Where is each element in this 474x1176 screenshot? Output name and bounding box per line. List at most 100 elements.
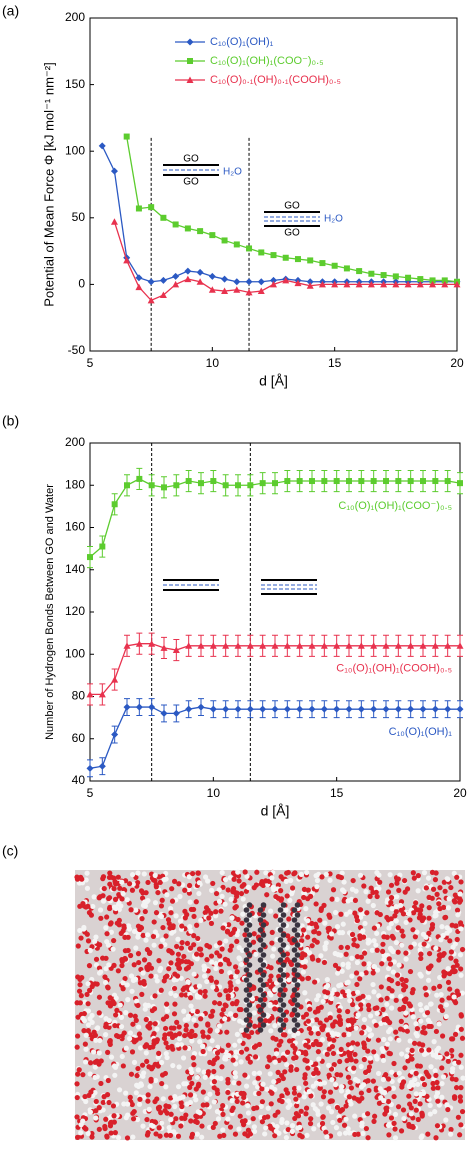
atom [160, 1096, 166, 1102]
atom [272, 1112, 278, 1118]
atom [227, 986, 234, 993]
atom [309, 920, 315, 926]
atom [236, 1126, 242, 1132]
marker [345, 705, 353, 713]
atom [232, 1042, 238, 1048]
atom [200, 1033, 207, 1039]
marker [222, 482, 229, 489]
series-line [101, 145, 457, 283]
marker [111, 501, 118, 508]
atom [448, 1131, 454, 1137]
atom [115, 968, 121, 974]
atom [417, 1101, 423, 1107]
marker [245, 288, 253, 296]
atom [119, 879, 125, 885]
atom [137, 1045, 144, 1051]
atom [460, 1075, 466, 1081]
atom [341, 1122, 348, 1128]
carbon-atom [277, 957, 284, 963]
atom [448, 1126, 454, 1133]
atom [267, 908, 274, 914]
atom [232, 1074, 239, 1080]
marker [383, 478, 389, 485]
atom [312, 979, 318, 985]
atom [430, 1085, 436, 1091]
atom [432, 877, 439, 883]
atom [398, 993, 404, 999]
carbon-atom [294, 992, 301, 998]
marker [99, 543, 106, 550]
atom [459, 1035, 466, 1041]
atom [139, 1062, 146, 1068]
atom [100, 874, 107, 880]
atom [84, 931, 90, 937]
atom [278, 888, 284, 894]
atom [85, 1022, 92, 1028]
marker [441, 277, 448, 284]
atom [239, 920, 245, 926]
atom [214, 1108, 221, 1115]
atom [390, 969, 396, 975]
atom [87, 947, 93, 954]
atom [114, 1007, 120, 1013]
atom [197, 989, 203, 995]
atom [346, 1094, 352, 1100]
atom [447, 938, 453, 944]
atom [154, 978, 160, 984]
series-label: C₁₀(O)₁(OH)₁ [389, 726, 453, 738]
atom [173, 992, 179, 999]
atom [458, 1064, 464, 1070]
atom [449, 1076, 455, 1082]
atom [262, 1131, 268, 1137]
atom [374, 1010, 380, 1016]
atom [113, 1033, 120, 1039]
atom [133, 945, 139, 951]
atom [303, 1111, 309, 1117]
atom [78, 1122, 84, 1128]
atom [279, 1072, 285, 1079]
atom [153, 1077, 159, 1084]
atom [171, 878, 178, 884]
atom [82, 1041, 88, 1047]
atom [328, 931, 335, 937]
atom [78, 993, 84, 999]
atom [307, 1120, 314, 1127]
atom [366, 1064, 373, 1070]
carbon-atom [246, 932, 253, 938]
atom [426, 950, 433, 957]
atom [317, 1020, 323, 1026]
carbon-atom [280, 1002, 287, 1008]
atom [225, 1116, 231, 1122]
atom [445, 979, 452, 985]
atom [111, 1000, 117, 1007]
atom [384, 995, 390, 1002]
atom [313, 1066, 319, 1073]
marker [210, 478, 217, 485]
atom [350, 990, 357, 997]
marker [429, 280, 437, 288]
atom [272, 987, 278, 993]
atom [388, 899, 394, 906]
atom [285, 1126, 291, 1133]
atom [150, 933, 157, 939]
atom [210, 1008, 216, 1014]
atom [80, 900, 86, 907]
atom [437, 885, 443, 891]
atom [111, 1113, 117, 1119]
atom [459, 946, 466, 953]
atom [272, 1006, 278, 1012]
atom [288, 1064, 294, 1070]
atom [189, 1038, 195, 1044]
atom [169, 930, 175, 936]
atom [187, 1092, 194, 1098]
carbon-atom [277, 977, 284, 983]
atom [376, 872, 382, 878]
marker [355, 280, 363, 288]
atom [104, 914, 110, 920]
marker [343, 280, 351, 288]
atom [319, 874, 325, 880]
atom [439, 1094, 445, 1100]
atom [457, 1132, 463, 1138]
atom [413, 900, 419, 906]
atom [304, 1132, 310, 1138]
